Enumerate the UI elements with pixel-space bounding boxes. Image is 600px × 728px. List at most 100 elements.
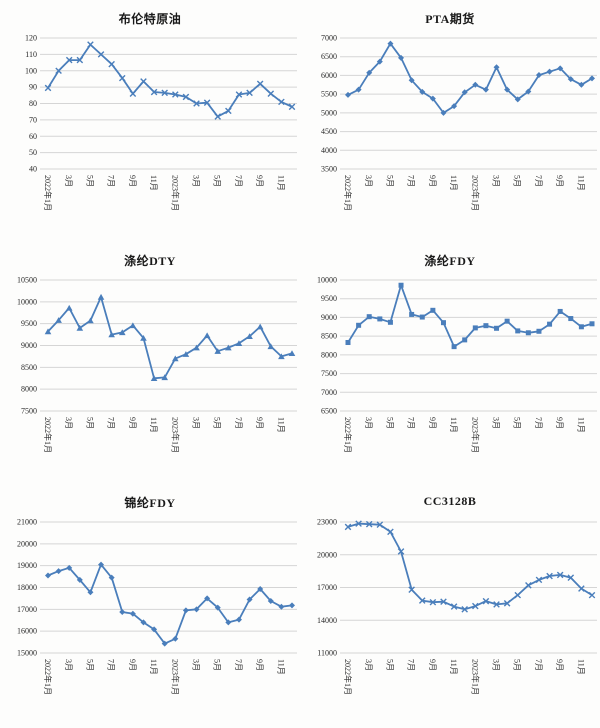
marker-x: [429, 598, 437, 606]
x-axis-tick-label: 2023年1月: [470, 417, 480, 453]
y-axis-tick-label: 6000: [321, 71, 337, 80]
chart-brent-crude: 布伦特原油 40 50 60 70 80 90 100 110 120 2022年1月 3月 5月 7月…: [0, 0, 300, 242]
marker-diamond: [129, 610, 136, 617]
line-plot: 6500 7000 7500 8000 8500 9000 9500 10000 2022年1月…: [317, 276, 597, 453]
x-axis-tick-label: 2022年1月: [43, 659, 53, 695]
y-axis-tick-label: 16000: [17, 627, 37, 636]
x-axis-tick-label: 11月: [149, 659, 158, 675]
x-axis-tick-label: 5月: [385, 175, 394, 187]
x-axis-tick-label: 9月: [128, 175, 137, 187]
y-axis-tick-label: 8500: [21, 363, 37, 372]
marker-square: [398, 282, 404, 288]
y-axis-tick-label: 10000: [317, 276, 337, 285]
marker-square: [387, 319, 393, 325]
x-axis-tick-label: 5月: [385, 659, 394, 671]
x-axis-tick-label: 9月: [428, 417, 437, 429]
x-axis-tick-label: 2022年1月: [43, 417, 53, 453]
marker-diamond: [387, 40, 394, 47]
marker-triangle: [267, 343, 275, 350]
y-axis-tick-label: 4000: [321, 146, 337, 155]
marker-triangle: [225, 344, 232, 351]
x-axis-tick-label: 5月: [213, 175, 222, 187]
marker-diamond: [267, 598, 274, 605]
marker-square: [366, 314, 372, 320]
x-axis-tick-label: 5月: [213, 659, 222, 671]
marker-diamond: [151, 626, 158, 633]
marker-diamond: [535, 72, 542, 79]
x-axis-tick-label: 9月: [555, 175, 564, 187]
chart-cc3128b: CC3128B 11000 14000 17000 20000 23000 2022年1月…: [300, 484, 600, 728]
marker-x: [193, 100, 200, 107]
marker-square: [547, 321, 553, 327]
marker-triangle: [140, 334, 147, 341]
marker-x: [182, 93, 190, 101]
data-line: [47, 296, 293, 380]
x-axis-tick-label: 5月: [85, 659, 94, 671]
x-axis-tick-label: 11月: [276, 659, 285, 675]
marker-square: [419, 314, 425, 320]
line-plot: 40 50 60 70 80 90 100 110 120 2022年1月 3月 5月 7月 9月 11月 2…: [25, 34, 297, 211]
y-axis-tick-label: 50: [29, 148, 37, 157]
marker-triangle: [214, 348, 222, 354]
x-axis-tick-label: 7月: [534, 659, 543, 671]
y-axis-tick-label: 9000: [21, 341, 37, 350]
marker-diamond: [55, 568, 62, 575]
marker-x: [365, 520, 373, 528]
marker-triangle: [118, 329, 126, 336]
marker-diamond: [366, 69, 373, 76]
x-axis-tick-label: 7月: [234, 175, 243, 187]
marker-diamond: [345, 91, 351, 98]
marker-x: [140, 78, 147, 85]
y-axis-tick-label: 90: [29, 83, 37, 92]
x-axis-tick-label: 3月: [364, 175, 373, 187]
marker-x: [525, 582, 532, 589]
x-axis-tick-label: 9月: [428, 659, 437, 671]
marker-x: [376, 521, 384, 529]
y-axis-tick-label: 20000: [317, 550, 337, 559]
y-axis-tick-label: 6500: [321, 407, 337, 416]
x-axis-tick-label: 3月: [192, 659, 201, 671]
marker-diamond: [578, 81, 585, 88]
marker-x: [118, 74, 126, 82]
marker-triangle: [278, 353, 285, 360]
chart-title: PTA期货: [425, 12, 475, 26]
marker-square: [568, 316, 574, 322]
marker-square: [578, 324, 584, 330]
x-axis-tick-label: 3月: [64, 175, 73, 187]
marker-x: [55, 67, 62, 75]
marker-triangle: [256, 323, 264, 330]
marker-square: [589, 321, 595, 327]
marker-square: [483, 323, 489, 329]
y-axis-tick-label: 8500: [321, 332, 337, 341]
y-axis-tick-label: 80: [29, 99, 37, 108]
marker-x: [150, 88, 158, 96]
marker-x: [578, 585, 585, 592]
marker-diamond: [376, 58, 383, 65]
x-axis-tick-label: 3月: [64, 417, 73, 429]
marker-diamond: [461, 89, 468, 96]
y-axis-tick-label: 5000: [321, 108, 337, 117]
y-axis-tick-label: 110: [25, 50, 37, 59]
x-axis-tick-label: 3月: [64, 659, 73, 671]
marker-diamond: [419, 88, 426, 95]
y-axis-tick-label: 9500: [321, 294, 337, 303]
x-axis-tick-label: 3月: [492, 175, 501, 187]
marker-x: [108, 60, 115, 68]
marker-square: [430, 307, 436, 313]
marker-diamond: [472, 81, 479, 88]
marker-diamond: [161, 640, 168, 647]
marker-diamond: [76, 576, 83, 583]
marker-diamond: [172, 635, 179, 642]
marker-diamond: [482, 86, 489, 93]
marker-x: [203, 99, 211, 106]
x-axis-tick-label: 2023年1月: [170, 175, 180, 211]
marker-x: [256, 80, 264, 88]
x-axis-tick-label: 11月: [449, 659, 458, 675]
y-axis-tick-label: 8000: [21, 385, 37, 394]
data-line: [47, 43, 293, 118]
marker-x: [567, 574, 575, 581]
marker-x: [267, 90, 275, 97]
x-axis-tick-label: 7月: [407, 417, 416, 429]
x-axis-tick-label: 11月: [576, 659, 585, 675]
marker-x: [97, 51, 105, 58]
